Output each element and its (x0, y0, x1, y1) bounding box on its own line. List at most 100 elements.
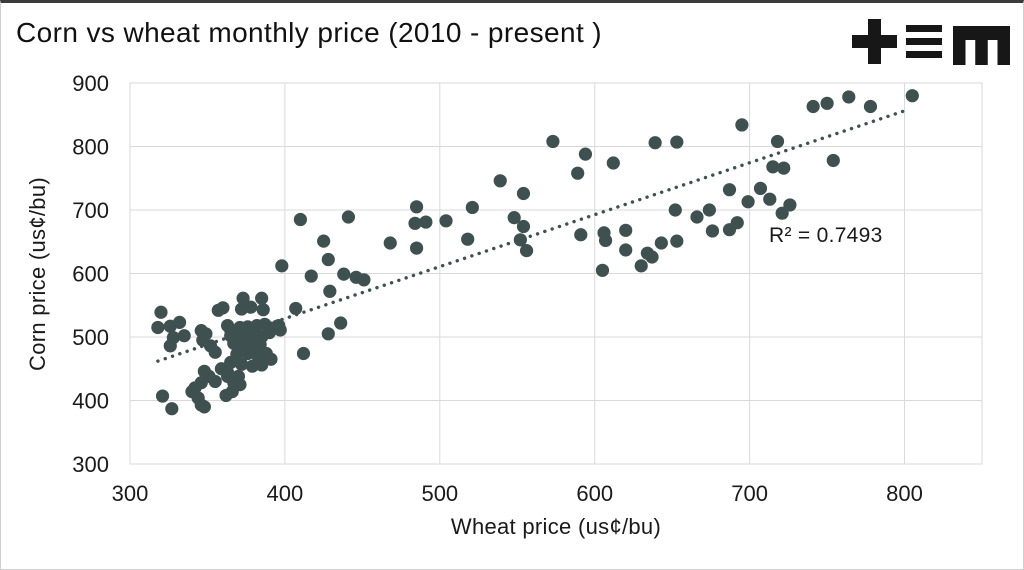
data-point[interactable] (208, 345, 222, 359)
data-point[interactable] (702, 203, 716, 217)
data-point[interactable] (154, 305, 168, 319)
data-point[interactable] (516, 186, 531, 201)
data-point[interactable] (273, 323, 287, 337)
data-point[interactable] (321, 327, 335, 341)
data-point[interactable] (177, 329, 191, 343)
data-point[interactable] (598, 233, 613, 248)
data-point[interactable] (220, 365, 235, 380)
data-point[interactable] (775, 206, 789, 220)
x-tick-label: 700 (731, 481, 768, 506)
data-point[interactable] (670, 135, 684, 149)
data-point[interactable] (208, 374, 222, 389)
data-point[interactable] (705, 224, 720, 238)
y-tick-label: 600 (72, 262, 109, 287)
scatter-plot: 300 400 500 600 700 800 300 400 500 600 700 800 900 (72, 71, 983, 506)
data-point[interactable] (648, 136, 662, 150)
data-point[interactable] (578, 147, 593, 161)
data-point[interactable] (165, 402, 179, 416)
data-point[interactable] (304, 269, 318, 283)
data-point[interactable] (806, 99, 820, 114)
chart-title: Corn vs wheat monthly price (2010 - pres… (16, 17, 603, 48)
data-point[interactable] (419, 215, 433, 229)
x-axis-title: Wheat price (us¢/bu) (450, 514, 662, 539)
data-point[interactable] (595, 263, 610, 277)
data-point[interactable] (753, 181, 768, 196)
data-point[interactable] (408, 216, 422, 230)
data-point[interactable] (409, 200, 424, 214)
data-point[interactable] (255, 291, 269, 305)
data-point[interactable] (507, 211, 521, 225)
data-point[interactable] (574, 228, 588, 242)
data-point[interactable] (668, 203, 682, 217)
data-point[interactable] (735, 118, 749, 132)
data-point[interactable] (341, 210, 356, 224)
data-point[interactable] (155, 389, 170, 403)
data-point[interactable] (513, 233, 527, 247)
data-point[interactable] (262, 325, 277, 340)
r-squared-annotation: R² = 0.7493 (769, 224, 883, 247)
data-point[interactable] (777, 161, 791, 175)
data-point[interactable] (409, 241, 424, 255)
data-point[interactable] (256, 303, 270, 317)
data-point[interactable] (493, 174, 507, 188)
data-point[interactable] (546, 134, 560, 149)
data-point[interactable] (317, 234, 331, 248)
data-point[interactable] (230, 347, 244, 361)
data-point[interactable] (293, 212, 307, 227)
data-point[interactable] (571, 166, 585, 180)
data-point[interactable] (296, 346, 311, 361)
data-point[interactable] (337, 267, 351, 281)
data-point[interactable] (619, 243, 633, 257)
data-point[interactable] (461, 232, 475, 246)
trendline[interactable] (156, 108, 908, 363)
data-point[interactable] (275, 259, 289, 273)
data-point[interactable] (244, 300, 258, 314)
data-point[interactable] (231, 369, 246, 383)
data-point[interactable] (670, 234, 684, 248)
data-point[interactable] (439, 214, 453, 228)
data-point[interactable] (783, 198, 797, 212)
tem-logo-icon (852, 19, 1010, 65)
data-point[interactable] (820, 96, 834, 110)
data-point[interactable] (606, 156, 620, 170)
data-point[interactable] (516, 219, 531, 234)
data-point[interactable] (465, 200, 479, 215)
data-point[interactable] (216, 301, 230, 315)
x-tick-label: 800 (886, 481, 923, 506)
data-point[interactable] (236, 291, 250, 305)
data-point[interactable] (690, 210, 704, 224)
data-point[interactable] (634, 259, 648, 273)
data-point[interactable] (741, 195, 755, 209)
data-point[interactable] (289, 301, 303, 316)
m-glyph-icon (953, 26, 1010, 65)
data-point[interactable] (234, 357, 249, 371)
data-point[interactable] (383, 236, 397, 250)
y-tick-label: 900 (72, 71, 109, 96)
data-point[interactable] (357, 273, 371, 287)
data-point[interactable] (842, 90, 856, 104)
data-point[interactable] (770, 134, 785, 149)
data-point[interactable] (763, 192, 777, 206)
data-point[interactable] (163, 339, 177, 353)
data-point[interactable] (863, 99, 878, 114)
x-tick-label: 400 (267, 481, 304, 506)
data-point[interactable] (185, 385, 199, 399)
y-tick-label: 800 (72, 135, 109, 160)
data-point[interactable] (321, 252, 335, 267)
data-point[interactable] (722, 183, 737, 197)
y-tick-label: 500 (72, 325, 109, 350)
data-point[interactable] (766, 160, 780, 174)
data-point[interactable] (172, 315, 187, 329)
data-point[interactable] (519, 244, 534, 258)
data-point[interactable] (323, 284, 337, 298)
data-point[interactable] (151, 320, 165, 335)
data-point[interactable] (619, 223, 633, 237)
data-point[interactable] (730, 216, 744, 230)
data-point[interactable] (194, 398, 208, 412)
data-point[interactable] (905, 89, 919, 103)
data-point[interactable] (645, 250, 659, 264)
data-point[interactable] (826, 153, 840, 168)
data-point[interactable] (334, 316, 348, 330)
data-point[interactable] (654, 236, 668, 250)
